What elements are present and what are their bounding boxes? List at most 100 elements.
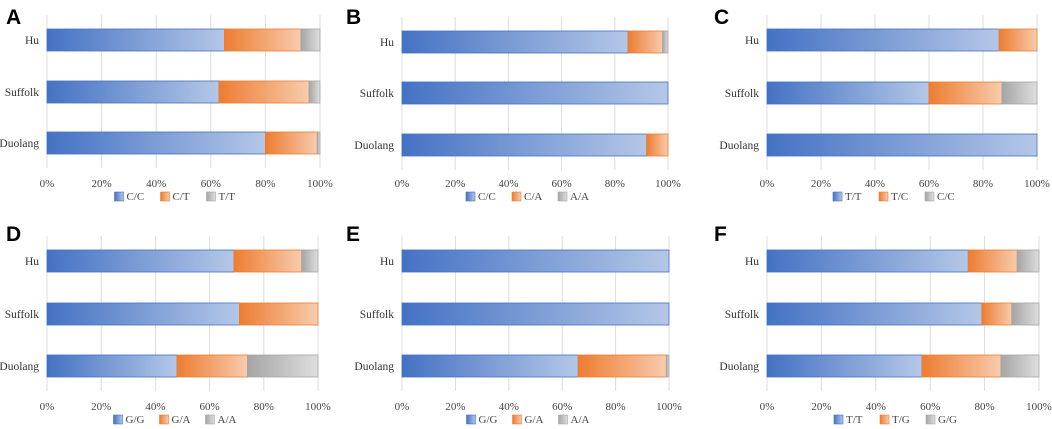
category-label: Duolang [354,140,394,152]
x-tick-label: 100% [656,401,682,413]
bar-segment-gg [46,354,178,378]
legend-swatch [878,191,889,202]
bar-segment-aa [662,30,669,54]
x-tick-label: 80% [605,178,625,190]
panel-letter: B [346,6,361,29]
bar-segment-ct [218,80,310,104]
category-label: Suffolk [725,309,760,321]
legend-swatch [205,414,215,425]
x-tick-label: 80% [254,401,274,413]
bar-segment-tt [300,28,321,52]
legend-label: G/G [479,414,498,426]
legend-swatch [114,191,124,202]
bar-segment-gg [1016,249,1040,273]
legend-label: T/T [846,414,863,426]
chart-panel-a: A 0% 20% 40% 60% 80% 100% Hu Suffolk Duolang C/C C/… [0,6,333,203]
x-tick-label: 80% [255,178,275,190]
legend-label: T/T [845,191,862,203]
bar-segment-tt [766,249,969,273]
legend-swatch [925,414,936,425]
category-label: Hu [25,35,39,47]
panel-letter: E [346,223,360,246]
bar-segment-cc [401,81,669,105]
bar-segment-gg [1011,302,1040,326]
category-label: Suffolk [5,309,40,321]
x-tick-label: 100% [1024,178,1050,190]
panel-letter: F [714,223,727,246]
legend-swatch [833,414,844,425]
legend-label: C/C [937,191,955,203]
x-tick-label: 20% [811,401,831,413]
x-tick-label: 20% [92,178,112,190]
bar-segment-tg [981,302,1013,326]
bar-segment-gg [401,249,670,273]
chart-panel-f: F 0% 20% 40% 60% 80% 100% Hu Suffolk Duolang T/T T/… [714,223,1052,426]
bar-segment-tt [316,131,321,155]
legend-label: C/C [478,191,496,203]
x-tick-label: 40% [499,401,519,413]
bar-segment-ga [577,354,667,378]
x-tick-label: 40% [146,178,166,190]
legend-swatch [832,191,843,202]
bar-segment-tt [766,302,983,326]
bar-segment-gg [46,249,235,273]
legend-swatch [511,191,522,202]
bar-segment-cc [46,28,225,52]
x-tick-label: 40% [865,178,885,190]
category-label: Hu [25,256,39,268]
bar-segment-ct [264,131,318,155]
legend-swatch [113,414,123,425]
category-label: Duolang [0,361,39,373]
legend-label: G/A [172,414,191,426]
x-tick-label: 0% [395,178,410,190]
bar-segment-cc [46,80,220,104]
x-tick-label: 100% [655,178,681,190]
legend-swatch [465,191,476,202]
x-tick-label: 40% [498,178,518,190]
bar-segment-aa [247,354,319,378]
chart-panel-b: B 0% 20% 40% 60% 80% 100% Hu Suffolk Duolang C/C C/… [346,6,681,203]
x-tick-label: 60% [552,401,572,413]
legend-label: A/A [571,414,590,426]
x-tick-label: 0% [40,401,55,413]
legend-label: A/A [570,191,589,203]
bar-segment-tc [998,28,1038,52]
bar-segment-cc [46,131,266,155]
legend-label: C/A [524,191,542,203]
bar-segment-tt [766,133,1038,157]
x-tick-label: 0% [395,401,410,413]
panel-letter: D [6,223,21,246]
legend-label: T/G [892,414,910,426]
bar-segment-tt [308,80,321,104]
bar-segment-ca [646,133,669,157]
legend-label: A/A [218,414,237,426]
category-label: Suffolk [725,88,760,100]
legend-swatch [159,414,169,425]
x-tick-label: 0% [760,401,775,413]
panel-letter: A [6,6,21,29]
legend-label: C/C [127,191,145,203]
bar-segment-ca [627,30,664,54]
category-label: Hu [380,256,394,268]
category-label: Duolang [354,361,394,373]
bar-segment-tg [967,249,1018,273]
category-label: Duolang [0,138,39,150]
chart-panel-d: D 0% 20% 40% 60% 80% 100% Hu Suffolk Duolang G/G G/… [0,223,331,426]
bar-segment-cc [401,30,629,54]
bar-segment-ga [233,249,303,273]
bar-segment-ct [224,28,302,52]
x-tick-label: 60% [919,178,939,190]
x-tick-label: 60% [200,401,220,413]
bar-segment-ga [176,354,248,378]
x-tick-label: 100% [305,401,331,413]
legend-label: T/T [219,191,236,203]
legend-label: G/G [938,414,957,426]
legend-swatch [206,191,216,202]
legend-swatch [879,414,890,425]
x-tick-label: 20% [445,178,465,190]
bar-segment-aa [665,354,670,378]
category-label: Suffolk [360,309,395,321]
x-tick-label: 80% [606,401,626,413]
x-tick-label: 60% [201,178,221,190]
